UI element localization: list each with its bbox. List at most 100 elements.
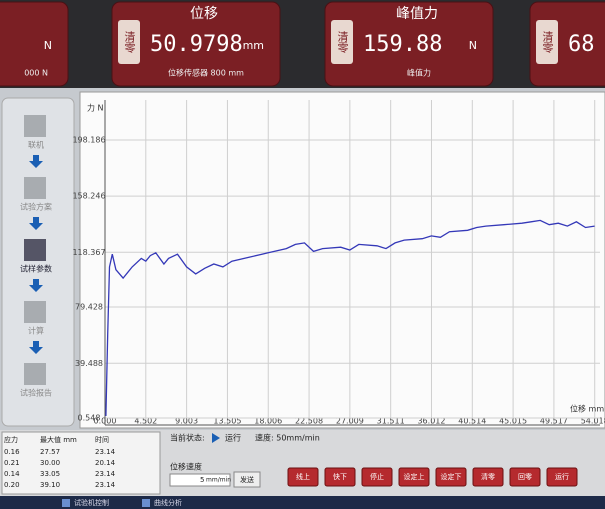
x-tick-label: 54.018 (581, 417, 605, 426)
zero-button[interactable] (331, 20, 353, 64)
table-cell: 27.57 (40, 448, 60, 456)
control-button-label[interactable]: 设定下 (441, 472, 462, 481)
table-cell: 0.16 (4, 448, 20, 456)
panel-unit: N (44, 39, 52, 52)
speed-text: 速度: 50mm/min (255, 433, 320, 443)
table-cell: 0.14 (4, 470, 20, 478)
step-icon[interactable] (24, 363, 46, 385)
task-label[interactable]: 曲线分析 (154, 498, 182, 507)
x-tick-label: 9.003 (175, 417, 198, 426)
control-button[interactable] (435, 467, 467, 487)
send-button[interactable] (233, 471, 261, 488)
table-cell: 23.14 (95, 481, 116, 489)
zero-button-label[interactable]: 清零 (336, 31, 349, 54)
control-button[interactable] (324, 467, 356, 487)
x-tick-label: 27.009 (336, 417, 364, 426)
y-axis-label: 力 N (87, 103, 104, 113)
zero-button[interactable] (118, 20, 140, 64)
speed-value[interactable]: 5 (200, 476, 204, 484)
control-button-label[interactable]: 清零 (481, 472, 495, 481)
panel-caption: 峰值力 (407, 68, 431, 78)
table-header: 应力 (4, 435, 18, 444)
step-arrow (29, 341, 43, 354)
control-button[interactable] (287, 467, 319, 487)
speed-label: 位移速度 (170, 462, 202, 472)
step-icon[interactable] (24, 115, 46, 137)
control-button-label[interactable]: 线上 (296, 472, 310, 481)
table-cell: 20.14 (95, 459, 116, 467)
result-table (1, 431, 161, 495)
table-header: 最大值 mm (40, 435, 77, 444)
x-tick-label: 31.511 (377, 417, 405, 426)
x-tick-label: 45.015 (499, 417, 527, 426)
step-arrow (29, 217, 43, 230)
step-icon[interactable] (24, 239, 46, 261)
table-cell: 0.21 (4, 459, 20, 467)
panel-unit: mm (243, 39, 264, 52)
control-button-label[interactable]: 快下 (333, 472, 347, 481)
chart-area (79, 91, 605, 429)
control-button-label[interactable]: 运行 (555, 472, 569, 481)
readout-panel (0, 1, 69, 87)
step-label[interactable]: 计算 (28, 326, 44, 336)
step-label[interactable]: 试验方案 (20, 202, 52, 212)
step-label[interactable]: 试样参数 (20, 264, 52, 274)
send-label[interactable]: 发送 (240, 475, 254, 484)
readout-panel (324, 1, 494, 87)
control-button-label[interactable]: 停止 (370, 472, 384, 481)
y-tick-label: 158.246 (72, 192, 105, 201)
state-label: 当前状态: (170, 433, 205, 443)
panel-caption: 000 N (24, 69, 48, 78)
panel-value: 50.9798 (150, 32, 243, 57)
table-cell: 30.00 (40, 459, 60, 467)
panel-unit: N (469, 39, 477, 52)
panel-title: 峰值力 (396, 6, 438, 22)
zero-button[interactable] (536, 20, 558, 64)
y-tick-label: 118.367 (72, 248, 105, 257)
task-icon[interactable] (142, 499, 150, 507)
x-tick-label: 13.505 (213, 417, 241, 426)
step-label[interactable]: 试验报告 (20, 388, 52, 398)
panel-caption: 位移传感器 800 mm (168, 68, 244, 78)
x-tick-label: 49.517 (540, 417, 568, 426)
zero-button-label[interactable]: 清零 (123, 31, 136, 54)
step-icon[interactable] (24, 177, 46, 199)
table-header: 时间 (95, 435, 109, 444)
y-tick-label: 39.488 (75, 359, 103, 368)
table-cell: 33.05 (40, 470, 60, 478)
taskbar (0, 496, 605, 509)
panel-title: 位移 (190, 6, 218, 22)
panel-value: 159.88 (363, 32, 442, 57)
x-axis-label: 位移 mm (570, 404, 604, 414)
control-button[interactable] (509, 467, 541, 487)
y-tick-label: 0.548 (78, 414, 101, 423)
zero-button-label[interactable]: 清零 (541, 31, 554, 54)
panel-value: 68 (568, 32, 595, 57)
step-arrow (29, 155, 43, 168)
control-button[interactable] (361, 467, 393, 487)
speed-input[interactable] (169, 473, 231, 487)
sidebar (1, 97, 75, 427)
x-tick-label: 4.502 (134, 417, 157, 426)
task-icon[interactable] (62, 499, 70, 507)
force-curve (105, 219, 595, 417)
y-tick-label: 79.428 (75, 303, 103, 312)
step-label[interactable]: 联机 (28, 140, 44, 150)
control-button[interactable] (472, 467, 504, 487)
x-tick-label: 22.508 (295, 417, 323, 426)
control-button[interactable] (546, 467, 578, 487)
step-icon[interactable] (24, 301, 46, 323)
state-value: 运行 (225, 433, 241, 443)
control-button-label[interactable]: 回零 (518, 473, 532, 481)
x-tick-label: 40.514 (458, 417, 486, 426)
control-button-label[interactable]: 设定上 (404, 472, 425, 481)
table-cell: 0.20 (4, 481, 20, 489)
table-cell: 23.14 (95, 470, 116, 478)
task-label[interactable]: 试验机控制 (74, 498, 109, 507)
y-tick-label: 198.186 (72, 135, 105, 144)
readout-panel (111, 1, 281, 87)
control-button[interactable] (398, 467, 430, 487)
x-tick-label: 18.006 (254, 417, 282, 426)
